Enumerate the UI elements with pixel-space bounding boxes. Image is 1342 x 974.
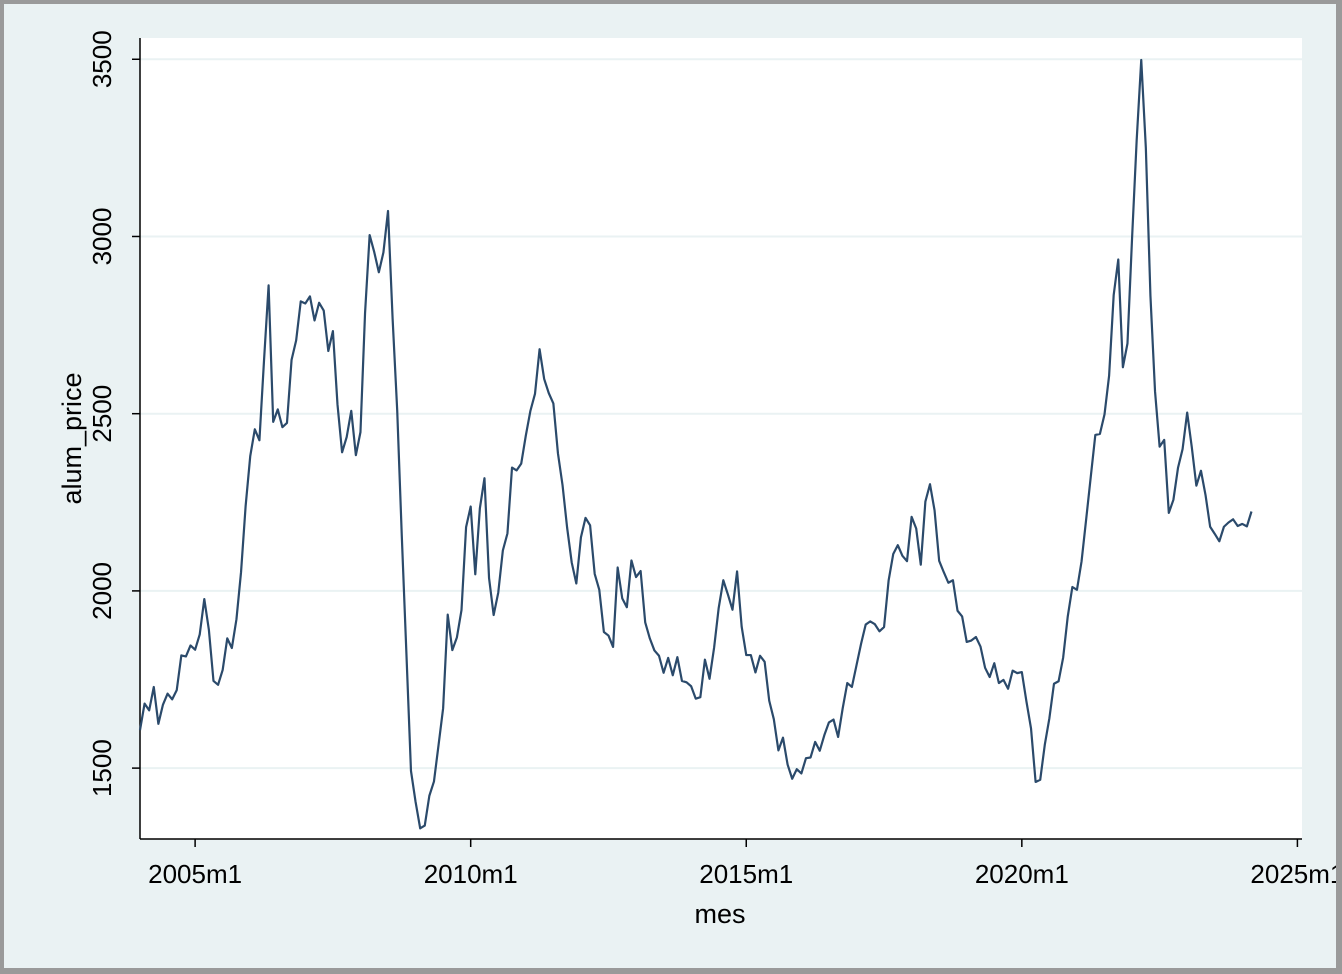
x-axis-ticks: 2005m1 2010m1 2015m1 2020m1 2025m1 (148, 839, 1336, 889)
y-tick-label: 3500 (87, 30, 117, 88)
x-tick-label: 2020m1 (975, 859, 1069, 889)
gridlines (140, 58, 1302, 770)
y-tick-label: 2500 (87, 385, 117, 443)
x-tick-label: 2015m1 (699, 859, 793, 889)
y-axis-ticks: 1500 2000 2500 3000 3500 (87, 30, 140, 797)
y-tick-label: 3000 (87, 208, 117, 266)
x-tick-label: 2025m1 (1250, 859, 1336, 889)
plot-area (140, 38, 1302, 839)
y-axis-title: alum_price (57, 372, 87, 504)
series-line (138, 58, 1253, 830)
x-axis-title: mes (694, 899, 745, 929)
y-tick-label: 1500 (87, 739, 117, 797)
chart-frame: 1500 2000 2500 3000 3500 2005m1 2010m1 2015m1 2… (4, 4, 1336, 968)
x-tick-label: 2010m1 (424, 859, 518, 889)
y-tick-label: 2000 (87, 562, 117, 620)
x-tick-label: 2005m1 (148, 859, 242, 889)
